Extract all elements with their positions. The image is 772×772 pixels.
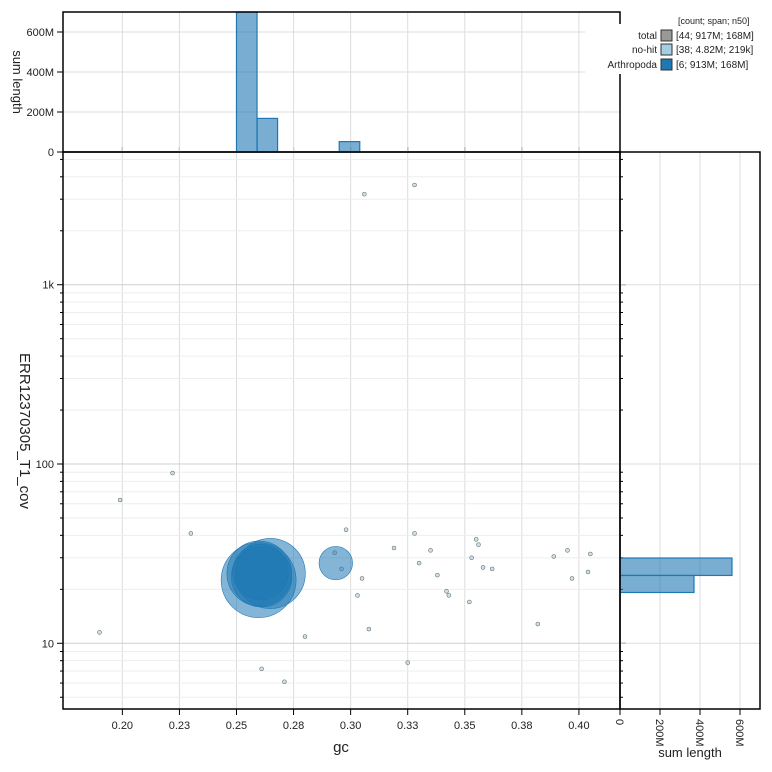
no-hit-point	[489, 566, 495, 572]
x-tick-label: 0.35	[454, 720, 475, 732]
x-tick-label: 0.20	[112, 720, 133, 732]
right-x-tick-label: 0	[613, 719, 625, 725]
x-tick-label: 0.38	[511, 720, 532, 732]
no-hit-point	[446, 593, 452, 598]
top-histogram-bars	[235, 11, 361, 153]
no-hit-point	[569, 576, 575, 581]
no-hit-point	[391, 545, 397, 551]
right-axes: 0 200M 400M 600M	[613, 709, 745, 747]
right-x-tick-label: 400M	[693, 719, 705, 747]
right-axis-title: sum length	[658, 745, 722, 760]
no-hit-point	[117, 497, 123, 503]
no-hit-point	[188, 531, 194, 536]
y-tick-label: 100	[36, 459, 54, 471]
top-axis-title: sum length	[10, 50, 25, 114]
no-hit-point	[170, 470, 175, 476]
no-hit-point	[469, 555, 474, 561]
y-axis-title: ERR12370305_T1_cov	[16, 353, 33, 509]
x-tick-label: 0.30	[340, 720, 361, 732]
right-plot-frame	[619, 151, 761, 710]
top-histogram-bar	[235, 11, 258, 153]
x-tick-label: 0.40	[568, 720, 589, 732]
legend-swatch-total	[660, 29, 673, 42]
main-scatter-points	[97, 182, 593, 685]
no-hit-point	[585, 569, 591, 575]
top-plot-frame	[62, 11, 621, 153]
top-y-tick-label: 400M	[26, 67, 54, 79]
no-hit-point	[259, 666, 264, 672]
right-histogram-bar	[619, 557, 733, 577]
no-hit-point	[416, 560, 422, 566]
no-hit-point	[535, 621, 541, 627]
top-histogram-bar	[338, 141, 361, 153]
main-axes: 0.20 0.23 0.25 0.28 0.30 0.33 0.35 0.38 0.40 10 10…	[36, 147, 626, 732]
top-y-tick-label: 200M	[26, 107, 54, 119]
top-histogram-bar	[256, 117, 279, 153]
arthropoda-point	[318, 546, 353, 581]
no-hit-point	[282, 679, 287, 685]
no-hit-point	[588, 551, 593, 557]
legend: [count; span; n50] total [44; 917M; 168M…	[585, 16, 754, 74]
no-hit-point	[343, 527, 349, 532]
right-histogram-bar	[619, 574, 695, 594]
no-hit-point	[412, 531, 417, 536]
no-hit-point	[480, 565, 486, 570]
no-hit-point	[97, 630, 102, 635]
right-x-tick-label: 200M	[653, 719, 665, 747]
legend-swatch-no-hit	[660, 43, 673, 56]
no-hit-point	[366, 626, 372, 632]
no-hit-point	[355, 593, 360, 598]
x-tick-label: 0.28	[283, 720, 304, 732]
no-hit-point	[302, 634, 308, 639]
right-histogram-bars	[619, 557, 733, 594]
y-tick-label: 10	[42, 638, 54, 650]
no-hit-point	[473, 537, 479, 542]
legend-stats-no-hit: [38; 4.82M; 219k]	[676, 45, 753, 56]
legend-stats-arthropoda: [6; 913M; 168M]	[676, 60, 748, 71]
no-hit-point	[362, 191, 367, 197]
legend-label-no-hit: no-hit	[632, 45, 657, 56]
x-tick-label: 0.25	[226, 720, 247, 732]
no-hit-point	[412, 182, 417, 188]
y-tick-label: 1k	[42, 280, 54, 292]
no-hit-point	[444, 589, 449, 594]
top-gridlines	[63, 12, 620, 153]
legend-label-arthropoda: Arthropoda	[608, 60, 658, 71]
top-y-tick-label: 600M	[26, 27, 54, 39]
legend-swatch-arthropoda	[660, 58, 673, 71]
x-axis-title: gc	[333, 739, 349, 756]
arthropoda-point	[232, 543, 289, 601]
legend-stats-total: [44; 917M; 168M]	[676, 31, 754, 42]
top-axes: 0 200M 400M 600M	[26, 27, 63, 159]
x-tick-label: 0.23	[169, 720, 190, 732]
no-hit-point	[428, 548, 433, 553]
no-hit-point	[551, 554, 557, 559]
legend-label-total: total	[638, 31, 657, 42]
right-x-tick-label: 600M	[733, 719, 745, 747]
no-hit-point	[565, 548, 570, 553]
no-hit-point	[359, 576, 365, 581]
top-y-tick-label: 0	[48, 147, 54, 159]
legend-header: [count; span; n50]	[678, 16, 750, 26]
no-hit-point	[435, 572, 440, 578]
right-gridlines	[619, 152, 760, 709]
no-hit-point	[476, 542, 481, 547]
no-hit-point	[405, 660, 410, 665]
no-hit-point	[467, 599, 472, 605]
main-gridlines	[63, 152, 620, 709]
x-tick-label: 0.33	[397, 720, 418, 732]
